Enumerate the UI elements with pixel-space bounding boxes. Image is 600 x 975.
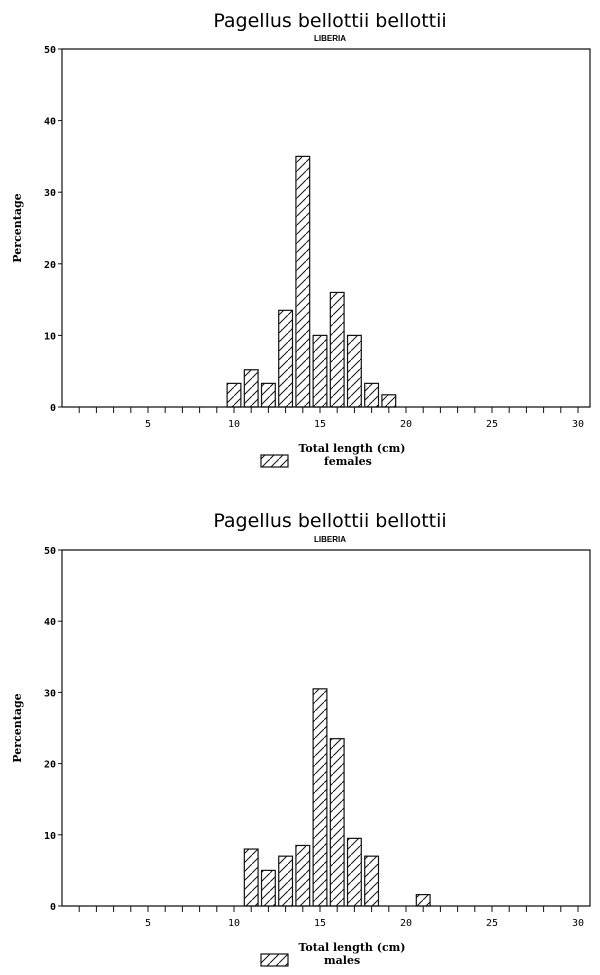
chart-subtitle: LIBERIA: [314, 535, 346, 544]
y-tick-label: 40: [44, 617, 56, 628]
bar-females-11: [243, 369, 259, 408]
chart-2: Pagellus bellottii bellottii LIBERIA 0 10 20…: [11, 510, 591, 967]
x-tick-label: 10: [228, 419, 240, 430]
y-axis-label: Percentage: [11, 693, 24, 762]
y-tick-label: 40: [44, 117, 56, 128]
plot-frame: [61, 549, 591, 907]
x-tick-label: 5: [145, 419, 151, 430]
bar-males-21: [415, 894, 431, 907]
y-tick-label: 50: [44, 546, 56, 557]
legend-label: males: [324, 954, 360, 967]
x-tick-label: 25: [486, 419, 498, 430]
bar-males-16: [329, 738, 345, 907]
y-tick-label: 10: [44, 331, 56, 342]
x-tick-label: 25: [486, 918, 498, 929]
y-tick-label: 30: [44, 188, 56, 199]
chart-title: Pagellus bellottii bellottii: [213, 510, 446, 532]
plot-frame: [61, 48, 591, 408]
legend-label: females: [324, 455, 372, 468]
bar-males-11: [243, 848, 259, 907]
bar-females-16: [329, 291, 345, 408]
x-axis-label: Total length (cm): [299, 941, 406, 954]
y-axis-label: Percentage: [11, 193, 24, 262]
legend-swatch: [260, 953, 289, 967]
x-tick-label: 20: [400, 419, 412, 430]
x-tick-label: 30: [572, 918, 584, 929]
bar-males-14: [295, 844, 311, 907]
bar-females-15: [312, 334, 328, 408]
bar-females-13: [278, 309, 294, 408]
x-tick-label: 15: [314, 419, 326, 430]
bar-females-14: [295, 155, 311, 408]
y-tick-label: 0: [50, 403, 56, 414]
y-tick-label: 30: [44, 688, 56, 699]
bar-females-10: [226, 382, 242, 408]
chart-subtitle: LIBERIA: [314, 34, 346, 43]
y-tick-label: 10: [44, 831, 56, 842]
y-tick-label: 20: [44, 760, 56, 771]
bar-females-17: [346, 334, 362, 408]
bar-females-18: [364, 382, 380, 408]
x-tick-label: 20: [400, 918, 412, 929]
bar-males-12: [260, 869, 276, 907]
x-axis-label: Total length (cm): [299, 442, 406, 455]
x-tick-label: 10: [228, 918, 240, 929]
legend-swatch: [260, 454, 289, 468]
y-tick-label: 0: [50, 902, 56, 913]
bar-males-15: [312, 688, 328, 907]
bar-females-12: [260, 382, 276, 408]
bar-males-13: [278, 855, 294, 907]
x-tick-label: 5: [145, 918, 151, 929]
bar-females-19: [381, 394, 397, 408]
x-tick-label: 30: [572, 419, 584, 430]
bar-males-17: [346, 837, 362, 907]
chart-1: Pagellus bellottii bellottii LIBERIA 0 10 20…: [11, 10, 591, 468]
bar-males-18: [364, 855, 380, 907]
y-tick-label: 50: [44, 45, 56, 56]
x-tick-label: 15: [314, 918, 326, 929]
chart-title: Pagellus bellottii bellottii: [213, 10, 446, 32]
y-tick-label: 20: [44, 260, 56, 271]
